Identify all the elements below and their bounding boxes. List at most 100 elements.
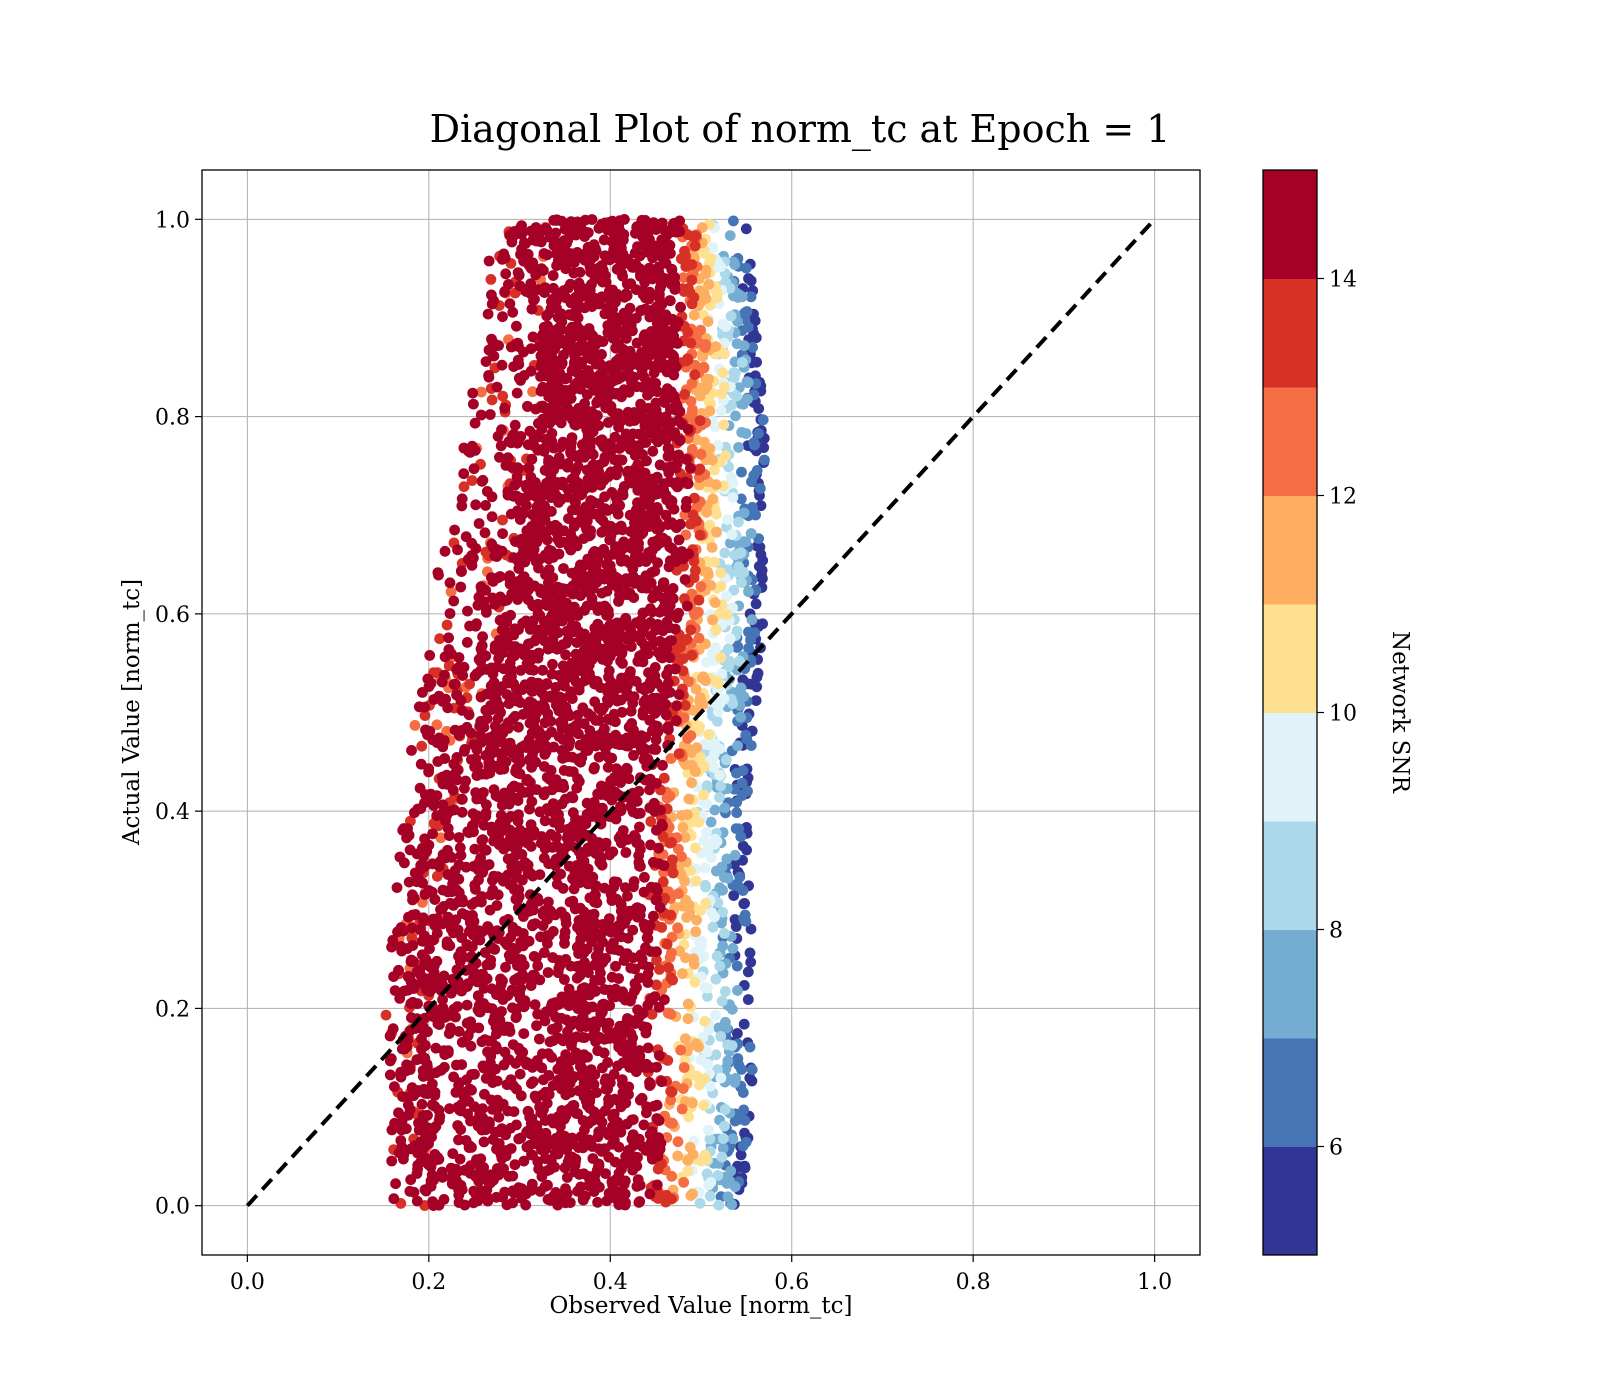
scatter-point (722, 1039, 734, 1051)
scatter-point (417, 1110, 429, 1121)
scatter-point (543, 930, 555, 941)
scatter-point (592, 1196, 603, 1208)
scatter-point (513, 750, 524, 762)
scatter-point (646, 1008, 658, 1020)
scatter-point (464, 620, 475, 632)
scatter-point (451, 774, 463, 786)
scatter-point (654, 606, 666, 618)
scatter-point (720, 1016, 731, 1028)
scatter-point (600, 1073, 612, 1084)
scatter-point (603, 1098, 615, 1110)
scatter-point (464, 678, 475, 690)
scatter-point (743, 642, 754, 654)
scatter-point (582, 1051, 593, 1063)
scatter-point (739, 909, 751, 921)
scatter-point (569, 356, 580, 368)
scatter-point (630, 504, 642, 516)
scatter-point (694, 1197, 706, 1209)
scatter-point (417, 912, 429, 924)
scatter-point (491, 1028, 502, 1040)
scatter-point (507, 430, 518, 442)
scatter-point (588, 1106, 600, 1118)
scatter-point (534, 806, 546, 818)
scatter-point (681, 912, 692, 923)
scatter-point (699, 862, 711, 874)
scatter-point (597, 336, 609, 347)
scatter-point (710, 642, 721, 654)
scatter-point (486, 1003, 498, 1014)
scatter-point (711, 675, 722, 687)
scatter-point (589, 497, 600, 509)
scatter-point (515, 665, 527, 676)
scatter-point (449, 804, 460, 816)
scatter-point (411, 1195, 423, 1207)
scatter-point (707, 614, 718, 626)
scatter-point (520, 588, 532, 600)
scatter-point (496, 359, 508, 371)
scatter-point (484, 904, 496, 916)
scatter-point (460, 531, 472, 543)
scatter-point (553, 497, 564, 508)
scatter-point (553, 731, 565, 742)
scatter-point (486, 511, 498, 523)
scatter-point (660, 509, 672, 521)
scatter-point (691, 914, 702, 926)
scatter-point (738, 1104, 750, 1116)
scatter-point (601, 1195, 613, 1207)
scatter-point (497, 311, 508, 323)
scatter-point (624, 473, 635, 485)
scatter-point (494, 748, 506, 759)
scatter-point (678, 1177, 690, 1188)
scatter-point (565, 1020, 577, 1031)
scatter-point (613, 626, 625, 638)
scatter-point (580, 734, 592, 745)
scatter-point (732, 1028, 743, 1039)
scatter-point (510, 1012, 522, 1024)
scatter-point (718, 1133, 729, 1144)
scatter-point (665, 1094, 677, 1106)
scatter-point (526, 303, 538, 315)
scatter-point (481, 1191, 493, 1203)
scatter-point (620, 882, 631, 894)
scatter-point (602, 320, 614, 331)
scatter-point (704, 1080, 716, 1092)
scatter-point (541, 310, 553, 322)
scatter-point (665, 1008, 677, 1020)
scatter-point (432, 756, 444, 767)
scatter-point (464, 1167, 476, 1179)
scatter-point (449, 524, 460, 536)
scatter-point (694, 463, 706, 475)
scatter-point (700, 268, 711, 280)
scatter-point (732, 985, 743, 996)
scatter-point (574, 939, 585, 951)
scatter-point (695, 448, 707, 460)
scatter-point (539, 905, 550, 916)
scatter-point (672, 1136, 684, 1148)
scatter-point (485, 959, 496, 971)
scatter-point (631, 837, 643, 849)
scatter-point (730, 823, 742, 834)
scatter-point (509, 480, 521, 491)
scatter-point (663, 962, 674, 973)
scatter-point (565, 686, 577, 698)
scatter-point (721, 754, 732, 766)
scatter-point (664, 837, 676, 849)
scatter-point (437, 994, 448, 1005)
chart-title: Diagonal Plot of norm_tc at Epoch = 1 (430, 107, 1171, 152)
scatter-point (681, 454, 692, 465)
scatter-point (398, 1153, 409, 1165)
scatter-point (690, 875, 702, 887)
scatter-point (431, 810, 443, 822)
scatter-point (507, 1002, 518, 1014)
scatter-point (474, 1006, 485, 1018)
scatter-point (606, 633, 618, 645)
scatter-point (715, 567, 726, 579)
scatter-point (710, 341, 721, 352)
scatter-point (527, 1149, 538, 1161)
scatter-point (682, 1155, 694, 1166)
scatter-point (704, 1133, 716, 1145)
scatter-point (593, 1126, 605, 1138)
scatter-point (566, 504, 578, 516)
scatter-point (645, 288, 656, 299)
scatter-point (506, 782, 518, 794)
